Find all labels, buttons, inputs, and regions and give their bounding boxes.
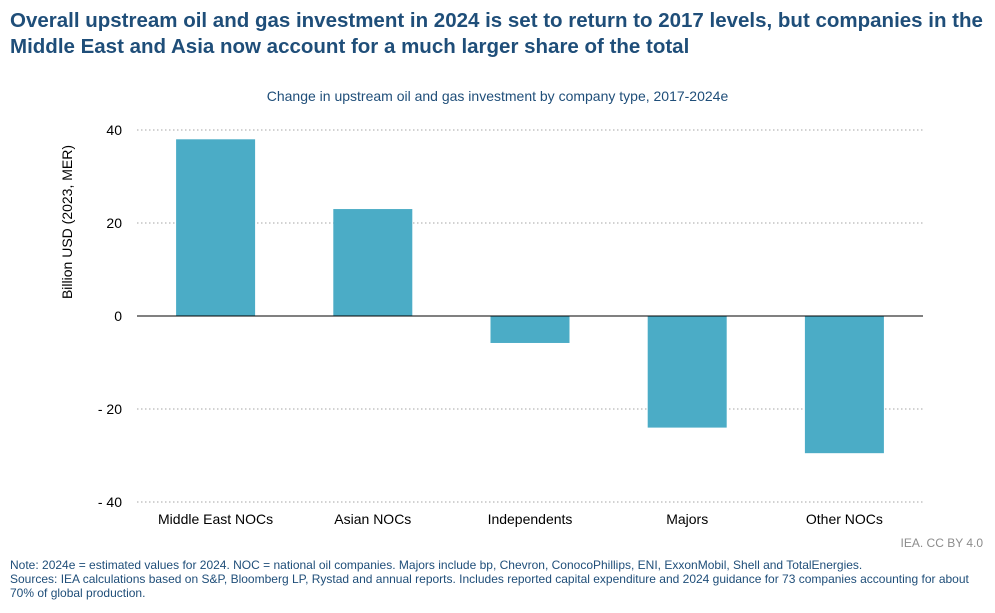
chart-title: Change in upstream oil and gas investmen…	[266, 88, 729, 104]
note-text: Note: 2024e = estimated values for 2024.…	[10, 558, 863, 572]
bar	[176, 139, 256, 316]
x-tick-label: Other NOCs	[806, 511, 883, 527]
y-tick-label: - 40	[98, 494, 122, 510]
gridlines	[137, 129, 923, 503]
x-tick-label: Majors	[666, 511, 708, 527]
credit-text: IEA. CC BY 4.0	[900, 536, 983, 550]
y-tick-label: 20	[106, 215, 122, 231]
y-tick-label: - 20	[98, 401, 122, 417]
chart-headline: Overall upstream oil and gas investment …	[10, 9, 983, 58]
x-tick-label: Independents	[488, 511, 573, 527]
bar	[647, 316, 727, 428]
bar	[333, 209, 413, 316]
chart-notes: Note: 2024e = estimated values for 2024.…	[10, 558, 985, 600]
x-tick-label: Asian NOCs	[334, 511, 411, 527]
bar	[804, 316, 884, 454]
bar	[490, 316, 570, 343]
sources-text: Sources: IEA calculations based on S&P, …	[10, 572, 969, 600]
y-tick-label: 40	[106, 122, 122, 138]
y-axis-label: Billion USD (2023, MER)	[59, 145, 75, 299]
bars	[176, 139, 884, 454]
x-tick-label: Middle East NOCs	[158, 511, 273, 527]
axes: 40 20 0 - 20 - 40 Middle East NOCs Asian NOCs I…	[98, 122, 923, 527]
y-tick-label: 0	[114, 308, 122, 324]
